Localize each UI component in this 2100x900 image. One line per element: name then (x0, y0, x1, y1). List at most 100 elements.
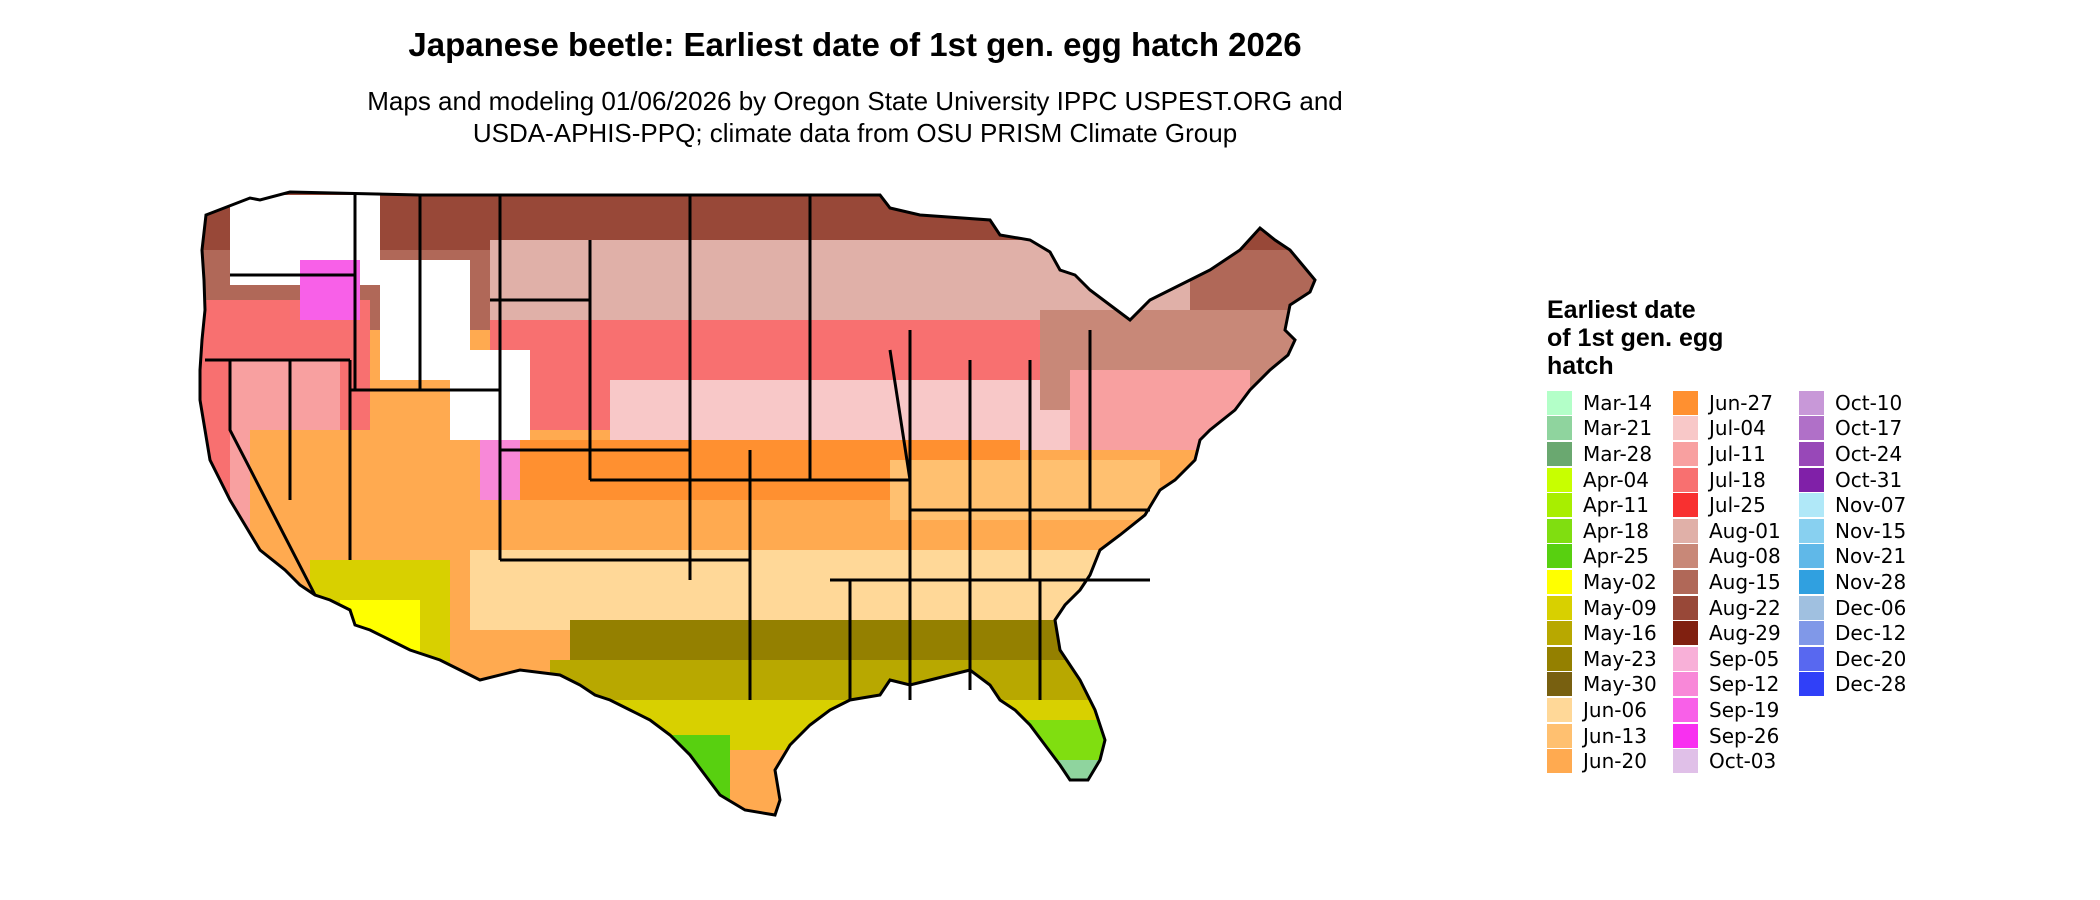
legend-swatch (1799, 569, 1824, 594)
legend-swatch (1673, 723, 1698, 748)
legend-item: May-16 (1547, 620, 1657, 646)
legend-swatch (1799, 544, 1824, 569)
legend-item: Mar-14 (1547, 390, 1652, 416)
legend-swatch (1799, 518, 1824, 543)
legend-label: Oct-31 (1835, 467, 1903, 492)
legend-item: Aug-01 (1673, 518, 1781, 544)
legend-label: Oct-24 (1835, 441, 1903, 466)
legend-label: Oct-10 (1835, 390, 1903, 415)
legend-label: Nov-21 (1835, 544, 1907, 569)
legend-item: Sep-26 (1673, 723, 1779, 749)
legend-label: Dec-12 (1835, 621, 1907, 646)
legend-label: Dec-06 (1835, 595, 1907, 620)
legend-title-line-1: Earliest date (1547, 296, 1696, 324)
map-subtitle-line-2: USDA-APHIS-PPQ; climate data from OSU PR… (472, 118, 1238, 148)
legend-item: Apr-25 (1547, 544, 1649, 570)
legend-swatch (1673, 493, 1698, 518)
legend-swatch (1673, 646, 1698, 671)
legend-label: Oct-17 (1835, 416, 1903, 441)
legend-swatch (1547, 621, 1572, 646)
legend-item: Aug-08 (1673, 544, 1781, 570)
legend-swatch (1547, 697, 1572, 722)
legend-item: Oct-31 (1799, 467, 1902, 493)
legend-label: Mar-14 (1583, 390, 1653, 415)
legend-swatch (1547, 518, 1572, 543)
legend-swatch (1799, 646, 1824, 671)
legend-label: Jul-11 (1709, 441, 1766, 466)
legend-item: Dec-12 (1799, 620, 1906, 646)
legend-swatch (1799, 621, 1824, 646)
legend-item: Jun-20 (1547, 748, 1647, 774)
legend-swatch (1673, 672, 1698, 697)
legend: Mar-14 Mar-21 Mar-28 Apr-04 Apr-11 Apr-18 Apr-… (1547, 390, 2067, 790)
us-phenology-map (198, 190, 1317, 817)
legend-item: Aug-15 (1673, 569, 1781, 595)
legend-item: Jul-25 (1673, 492, 1766, 518)
legend-item: Jul-11 (1673, 441, 1766, 467)
legend-label: May-30 (1583, 672, 1657, 697)
legend-title-line-2: of 1st gen. egg (1547, 324, 1724, 352)
legend-swatch (1547, 416, 1572, 441)
legend-swatch (1547, 544, 1572, 569)
legend-label: Apr-25 (1583, 544, 1649, 569)
legend-label: Jun-13 (1583, 723, 1647, 748)
legend-item: Oct-03 (1673, 748, 1776, 774)
legend-swatch (1547, 569, 1572, 594)
legend-title: Earliest date of 1st gen. egg hatch (1547, 296, 1767, 380)
legend-label: Nov-28 (1835, 569, 1907, 594)
legend-item: Dec-20 (1799, 646, 1906, 672)
map-title: Japanese beetle: Earliest date of 1st ge… (408, 26, 1302, 63)
legend-swatch (1799, 595, 1824, 620)
legend-label: Jul-04 (1709, 416, 1766, 441)
legend-label: Apr-04 (1583, 467, 1649, 492)
legend-item: Oct-24 (1799, 441, 1902, 467)
legend-label: Aug-01 (1709, 518, 1781, 543)
legend-item: May-02 (1547, 569, 1657, 595)
legend-swatch (1799, 672, 1824, 697)
legend-label: Sep-19 (1709, 697, 1780, 722)
legend-label: Nov-15 (1835, 518, 1907, 543)
legend-label: Sep-26 (1709, 723, 1780, 748)
legend-item: Sep-12 (1673, 672, 1779, 698)
legend-label: Aug-08 (1709, 544, 1781, 569)
legend-swatch (1547, 493, 1572, 518)
legend-swatch (1673, 467, 1698, 492)
legend-swatch (1547, 749, 1572, 774)
legend-label: Aug-22 (1709, 595, 1781, 620)
legend-item: Apr-04 (1547, 467, 1649, 493)
legend-item: Nov-21 (1799, 544, 1906, 570)
legend-item: Mar-21 (1547, 416, 1652, 442)
legend-item: Aug-29 (1673, 620, 1781, 646)
legend-item: Oct-17 (1799, 416, 1902, 442)
legend-item: Jun-27 (1673, 390, 1773, 416)
legend-swatch (1673, 441, 1698, 466)
legend-swatch (1673, 595, 1698, 620)
legend-label: Sep-12 (1709, 672, 1780, 697)
legend-item: Dec-06 (1799, 595, 1906, 621)
legend-item: Jun-06 (1547, 697, 1647, 723)
legend-swatch (1547, 441, 1572, 466)
legend-swatch (1799, 467, 1824, 492)
legend-label: Sep-05 (1709, 646, 1780, 671)
legend-label: Dec-28 (1835, 672, 1907, 697)
legend-item: Oct-10 (1799, 390, 1902, 416)
legend-swatch (1673, 544, 1698, 569)
legend-label: Apr-18 (1583, 518, 1649, 543)
legend-swatch (1673, 621, 1698, 646)
legend-label: Jul-18 (1709, 467, 1766, 492)
legend-item: Nov-07 (1799, 492, 1906, 518)
legend-item: Jun-13 (1547, 723, 1647, 749)
legend-item: May-30 (1547, 672, 1657, 698)
legend-label: Jul-25 (1709, 493, 1766, 518)
legend-item: Apr-18 (1547, 518, 1649, 544)
legend-item: Dec-28 (1799, 672, 1906, 698)
legend-item: Jul-18 (1673, 467, 1766, 493)
legend-item: Sep-05 (1673, 646, 1779, 672)
legend-label: May-09 (1583, 595, 1657, 620)
legend-label: Jun-20 (1583, 749, 1647, 774)
legend-item: May-23 (1547, 646, 1657, 672)
legend-swatch (1673, 569, 1698, 594)
legend-item: Aug-22 (1673, 595, 1781, 621)
legend-item: Jul-04 (1673, 416, 1766, 442)
legend-swatch (1799, 441, 1824, 466)
